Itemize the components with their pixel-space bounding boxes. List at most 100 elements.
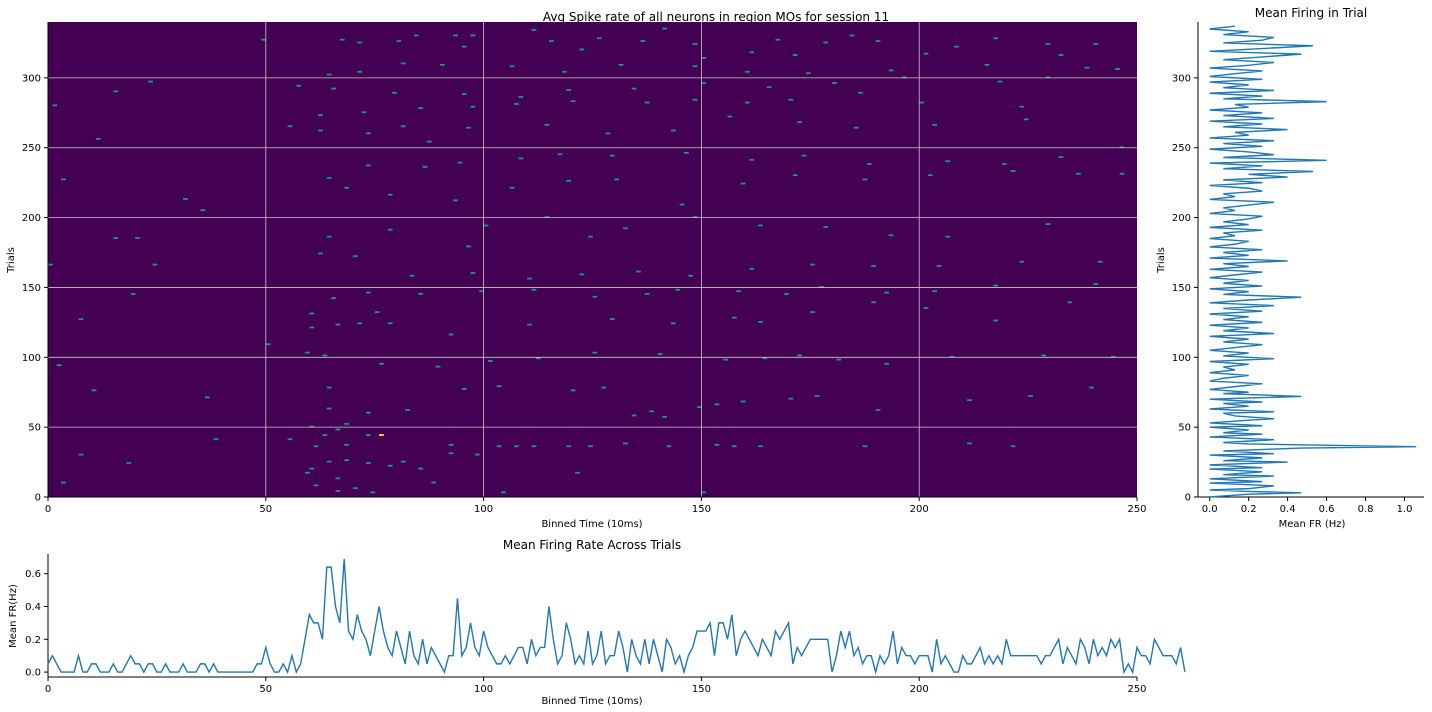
heatmap-cell (322, 434, 327, 436)
heatmap-cell (993, 285, 998, 287)
heatmap-cell (671, 322, 676, 324)
heatmap-cell (701, 57, 706, 59)
heatmap-cell (732, 445, 737, 447)
heatmap-cell (593, 352, 598, 354)
trial-mean-y-tick-label: 250 (1172, 143, 1191, 154)
heatmap-cell (510, 187, 515, 189)
heatmap-cell (318, 130, 323, 132)
heatmap-cell (305, 352, 310, 354)
heatmap-cell (388, 465, 393, 467)
heatmap-y-tick-label: 150 (22, 283, 41, 294)
heatmap-cell (575, 472, 580, 474)
heatmap-cell (606, 132, 611, 134)
heatmap-cell (113, 237, 118, 239)
heatmap-cell (758, 225, 763, 227)
trial-mean-x-ticks: 0.0 0.2 0.4 0.6 0.8 1.0 (1202, 497, 1413, 515)
heatmap-cell (405, 409, 410, 411)
heatmap-cell (388, 229, 393, 231)
heatmap-cell (453, 199, 458, 201)
heatmap-cell (863, 445, 868, 447)
heatmap-cell (357, 42, 362, 44)
heatmap-cell (924, 307, 929, 309)
heatmap-cell (919, 102, 924, 104)
heatmap-cell (889, 70, 894, 72)
heatmap-cell (388, 194, 393, 196)
heatmap-cell (549, 40, 554, 42)
heatmap-cell (532, 289, 537, 291)
heatmap-cell (832, 82, 837, 84)
heatmap-cell (501, 491, 506, 493)
heatmap-cell (327, 177, 332, 179)
heatmap-cell (632, 88, 637, 90)
heatmap-cell (1028, 395, 1033, 397)
heatmap-cell (945, 160, 950, 162)
heatmap-cell (876, 409, 881, 411)
heatmap-cell (810, 311, 815, 313)
heatmap-cell (309, 313, 314, 315)
heatmap-cell (214, 438, 219, 440)
heatmap-cell (675, 289, 680, 291)
heatmap-cell (993, 320, 998, 322)
heatmap-cell (457, 162, 462, 164)
heatmap-cell (344, 187, 349, 189)
heatmap-cell (357, 322, 362, 324)
heatmap-cell (649, 410, 654, 412)
heatmap-cell (466, 246, 471, 248)
time-mean-x-ticks: 0 50 100 150 200 250 (45, 677, 1147, 695)
time-mean-y-tick-label: 0.2 (25, 635, 41, 646)
trial-mean-y-tick-label: 200 (1172, 213, 1191, 224)
heatmap-cell (701, 82, 706, 84)
heatmap-cell (527, 324, 532, 326)
heatmap-cell (205, 396, 210, 398)
heatmap-cell (379, 363, 384, 365)
heatmap-y-ticks: 050100150200250300 (22, 73, 48, 503)
heatmap-cell (436, 366, 441, 368)
heatmap-cell (1098, 261, 1103, 263)
heatmap-y-tick-label: 250 (22, 143, 41, 154)
heatmap-cell (366, 132, 371, 134)
heatmap-x-tick-label: 100 (474, 504, 493, 515)
heatmap-cell (789, 99, 794, 101)
heatmap-x-tick-label: 0 (45, 504, 51, 515)
heatmap-cell (1120, 173, 1125, 175)
heatmap-cell (701, 491, 706, 493)
heatmap-cell (344, 444, 349, 446)
heatmap-cell (318, 114, 323, 116)
heatmap-cell (884, 363, 889, 365)
heatmap-cell (1089, 387, 1094, 389)
heatmap-cell (1076, 173, 1081, 175)
heatmap-cell (593, 296, 598, 298)
heatmap-cell (336, 324, 341, 326)
heatmap-cell (802, 155, 807, 157)
heatmap-cell (645, 102, 650, 104)
heatmap-cell (57, 364, 62, 366)
heatmap-cell (288, 438, 293, 440)
heatmap-cell (1019, 261, 1024, 263)
heatmap-y-tick-label: 300 (22, 73, 41, 84)
heatmap-x-tick-label: 50 (259, 504, 272, 515)
heatmap-cell (48, 264, 53, 266)
heatmap-cell (871, 301, 876, 303)
heatmap-cell (1024, 118, 1029, 120)
heatmap-x-tick-label: 200 (910, 504, 929, 515)
heatmap-cell (610, 318, 615, 320)
heatmap-cell (732, 317, 737, 319)
heatmap-cell (736, 290, 741, 292)
heatmap-cell (579, 49, 584, 51)
heatmap-title: Avg Spike rate of all neurons in region … (543, 10, 889, 24)
heatmap-cell (471, 35, 476, 37)
heatmap-cell (597, 37, 602, 39)
trial-mean-y-tick-label: 150 (1172, 283, 1191, 294)
heatmap-cell (532, 29, 537, 31)
heatmap-cell (135, 237, 140, 239)
heatmap-cell (558, 153, 563, 155)
heatmap-cell (619, 64, 624, 66)
trial-mean-y-tick-label: 50 (1178, 423, 1191, 434)
heatmap-cell (462, 93, 467, 95)
heatmap-cell (336, 490, 341, 492)
heatmap-cell (623, 227, 628, 229)
heatmap-cell (579, 273, 584, 275)
heatmap-cell (471, 272, 476, 274)
heatmap-cell (379, 434, 384, 436)
